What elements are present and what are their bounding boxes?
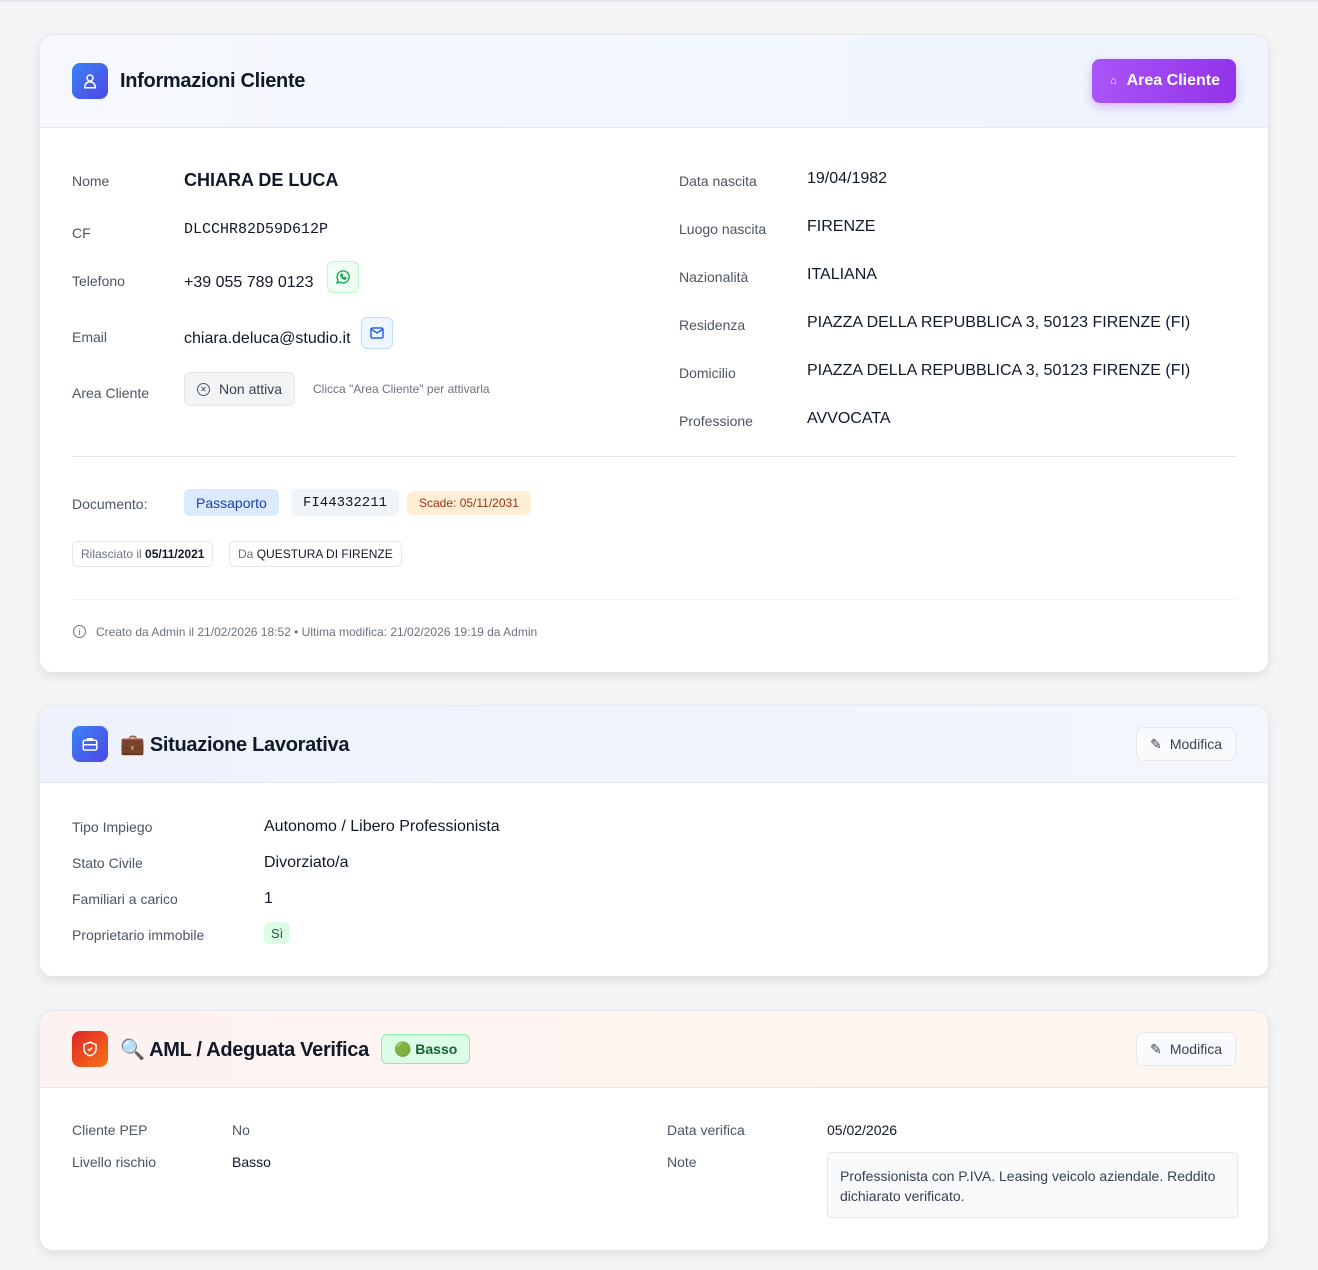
card-title: Informazioni Cliente <box>120 69 306 92</box>
field-label: Familiari a carico <box>72 891 178 907</box>
field-value: Basso <box>232 1154 271 1170</box>
client-name: CHIARA DE LUCA <box>184 170 339 190</box>
field-label: Residenza <box>679 317 746 333</box>
field-value: PIAZZA DELLA REPUBBLICA 3, 50123 FIRENZE… <box>807 314 1191 331</box>
field-label: Stato Civile <box>72 855 143 871</box>
card-header: Informazioni Cliente ⌂ Area Cliente <box>40 35 1268 128</box>
field-label: Luogo nascita <box>679 221 767 237</box>
edit-aml-button[interactable]: ✎ Modifica <box>1136 1032 1236 1066</box>
field-value: Autonomo / Libero Professionista <box>264 818 500 835</box>
field-label: Nome <box>72 173 110 189</box>
x-circle-icon: ✕ <box>197 382 210 396</box>
area-hint: Clicca "Area Cliente" per attivarla <box>313 382 490 396</box>
shield-icon <box>72 1031 108 1067</box>
card-header: 💼 Situazione Lavorativa ✎ Modifica <box>40 706 1268 783</box>
document-type-badge: Passaporto <box>184 489 279 516</box>
risk-badge: 🟢 Basso <box>380 1034 471 1064</box>
aml-card: 🔍 AML / Adeguata Verifica 🟢 Basso ✎ Modif… <box>39 1010 1269 1251</box>
field-value: ITALIANA <box>807 266 877 283</box>
field-label: CF <box>72 225 91 241</box>
field-value: Divorziato/a <box>264 854 349 871</box>
tax-code: DLCCHR82D59D612P <box>184 221 329 238</box>
issued-date-tag: Rilasciato il 05/11/2021 <box>72 541 214 567</box>
audit-footer: Creato da Admin il 21/02/2026 18:52 • Ul… <box>96 625 538 639</box>
mail-icon <box>370 327 384 339</box>
issuer-tag: Da QUESTURA DI FIRENZE <box>229 541 402 567</box>
card-title: 💼 Situazione Lavorativa <box>120 733 350 756</box>
field-label: Data verifica <box>667 1122 745 1138</box>
field-label: Area Cliente <box>72 385 150 401</box>
field-label: Domicilio <box>679 365 736 381</box>
field-label: Data nascita <box>679 173 757 189</box>
field-value: 19/04/1982 <box>807 170 888 187</box>
document-number-badge: FI44332211 <box>291 489 400 516</box>
card-body: Nome CHIARA DE LUCA CF DLCCHR82D59D612P … <box>40 128 1268 672</box>
work-card: 💼 Situazione Lavorativa ✎ Modifica Tipo I… <box>39 705 1269 977</box>
notes-box: Professionista con P.IVA. Leasing veicol… <box>827 1152 1238 1218</box>
whatsapp-button[interactable] <box>327 261 359 293</box>
field-label: Professione <box>679 413 753 429</box>
phone: +39 055 789 0123 <box>184 274 314 291</box>
field-label: Telefono <box>72 273 125 289</box>
document-expiry-badge: Scade: 05/11/2031 <box>407 491 531 515</box>
field-value: PIAZZA DELLA REPUBBLICA 3, 50123 FIRENZE… <box>807 362 1191 379</box>
field-label: Nazionalità <box>679 269 749 285</box>
field-value: 05/02/2026 <box>827 1122 898 1138</box>
whatsapp-icon <box>335 270 350 285</box>
divider <box>72 456 1236 457</box>
field-label: Tipo Impiego <box>72 819 153 835</box>
client-info-card: Informazioni Cliente ⌂ Area Cliente Nome … <box>39 34 1269 673</box>
briefcase-icon <box>72 726 108 762</box>
email: chiara.deluca@studio.it <box>184 330 351 347</box>
edit-icon: ✎ <box>1150 735 1162 752</box>
document-label: Documento: <box>72 496 148 512</box>
field-value: No <box>232 1122 250 1138</box>
owner-badge: Sì <box>264 922 291 944</box>
field-label: Livello rischio <box>72 1154 157 1170</box>
email-button[interactable] <box>361 317 393 349</box>
field-label: Cliente PEP <box>72 1122 148 1138</box>
home-icon: ⌂ <box>1109 75 1117 87</box>
area-cliente-button[interactable]: ⌂ Area Cliente <box>1091 59 1236 103</box>
field-label: Note <box>667 1154 697 1170</box>
info-icon: i <box>73 625 86 638</box>
user-icon <box>72 63 108 99</box>
card-header: 🔍 AML / Adeguata Verifica 🟢 Basso ✎ Modif… <box>40 1011 1268 1088</box>
edit-icon: ✎ <box>1150 1040 1162 1057</box>
field-value: 1 <box>264 890 273 907</box>
field-label: Email <box>72 329 108 345</box>
divider <box>72 599 1236 600</box>
field-value: AVVOCATA <box>807 410 891 427</box>
card-title: 🔍 AML / Adeguata Verifica <box>120 1038 369 1061</box>
field-label: Proprietario immobile <box>72 927 205 943</box>
field-value: FIRENZE <box>807 218 876 235</box>
edit-work-button[interactable]: ✎ Modifica <box>1136 727 1236 761</box>
area-status-badge: ✕ Non attiva <box>184 372 296 406</box>
